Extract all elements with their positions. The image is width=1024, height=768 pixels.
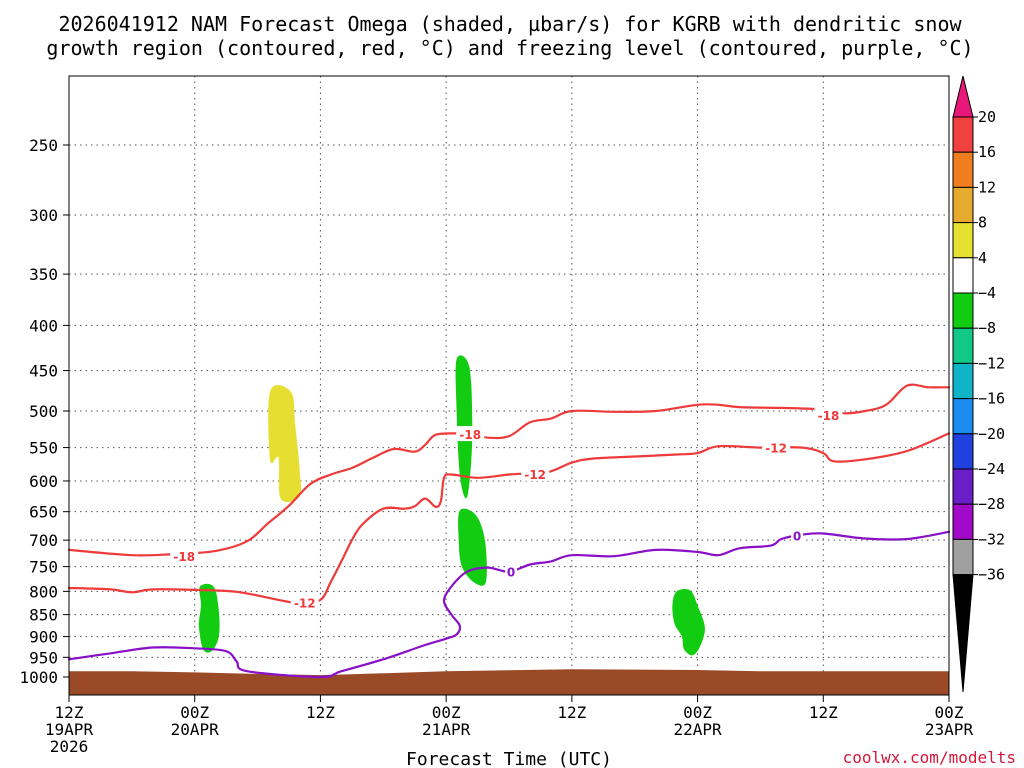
xtick-label-12-1: 20APR: [171, 720, 220, 739]
colorbar-label-10: −24: [978, 460, 1005, 478]
contour-label-1-1: -12: [524, 468, 546, 482]
xtick-label-36-1: 21APR: [422, 720, 471, 739]
omega-shaded-regions: [198, 355, 705, 656]
contour-label-bg-1-0: [290, 594, 319, 610]
ytick-label-250: 250: [29, 136, 58, 155]
ytick-label-350: 350: [29, 265, 58, 284]
colorbar-label-5: −4: [978, 284, 996, 302]
xtick-label-0-1: 19APR: [45, 720, 94, 739]
xtick-label-84-0: 00Z: [935, 703, 964, 722]
colorbar-label-13: −36: [978, 566, 1005, 584]
chart-title-line-2: growth region (contoured, red, °C) and f…: [46, 36, 973, 60]
xtick-label-12-0: 00Z: [180, 703, 209, 722]
xtick-label-72-0: 12Z: [809, 703, 838, 722]
contour-labels: -18 -18 -18 -12 -12 -12 0 0: [170, 406, 843, 611]
ytick-label-1000: 1000: [19, 668, 58, 687]
contour-label-bg-0-1: [456, 426, 485, 442]
colorbar-arrow-bottom: [952, 574, 974, 693]
colorbar: 20 16 12 8 4 −4 −8 −12 −16 −20 −24 −28 −32 −36: [952, 75, 1005, 693]
colorbar-box-3: [952, 222, 974, 259]
chart-title-line-1: 2026041912 NAM Forecast Omega (shaded, µ…: [58, 12, 962, 36]
xtick-label-0-0: 12Z: [55, 703, 84, 722]
credit-text: coolwx.com/modelts: [843, 748, 1016, 767]
ytick-label-750: 750: [29, 558, 58, 577]
colorbar-box-10: [952, 468, 974, 505]
y-axis-ticks: 250 300 350 400 450 500 550 600 650 700 750 800 850 9…: [19, 136, 69, 687]
contour-label-2-0: 0: [507, 566, 515, 580]
xtick-label-60-1: 22APR: [673, 720, 722, 739]
colorbar-box-12: [952, 538, 974, 576]
colorbar-label-4: 4: [978, 249, 987, 267]
ytick-label-850: 850: [29, 606, 58, 625]
ytick-label-550: 550: [29, 439, 58, 458]
contour-label-bg-1-2: [762, 439, 791, 455]
contour-label-0-2: -18: [818, 409, 840, 423]
ytick-label-700: 700: [29, 531, 58, 550]
xtick-label-60-0: 00Z: [683, 703, 712, 722]
contour-1: [67, 432, 951, 605]
colorbar-label-6: −8: [978, 319, 996, 337]
contour-label-bg-0-0: [170, 548, 199, 564]
omega-region-5: [672, 589, 705, 656]
colorbar-box-11: [952, 503, 974, 540]
ytick-label-950: 950: [29, 648, 58, 667]
colorbar-box-6: [952, 327, 974, 364]
contour-label-0-1: -18: [459, 428, 481, 442]
colorbar-label-0: 20: [978, 108, 996, 126]
xtick-label-0-2: 2026: [50, 737, 89, 756]
ytick-label-600: 600: [29, 472, 58, 491]
ytick-label-800: 800: [29, 582, 58, 601]
contour-label-0-0: -18: [173, 550, 195, 564]
colorbar-box-8: [952, 398, 974, 435]
colorbar-label-3: 8: [978, 214, 987, 232]
xtick-label-84-1: 23APR: [925, 720, 974, 739]
colorbar-label-7: −12: [978, 354, 1005, 372]
colorbar-box-1: [952, 151, 974, 188]
surface-terrain: [69, 669, 949, 695]
colorbar-arrow-top: [952, 75, 974, 118]
colorbar-label-12: −32: [978, 530, 1005, 548]
omega-region-2: [198, 583, 220, 653]
xtick-label-24-0: 12Z: [306, 703, 335, 722]
contour-label-bg-1-1: [521, 465, 550, 481]
contour-label-bg-2-1: [791, 527, 804, 543]
colorbar-label-1: 16: [978, 143, 996, 161]
contour-label-1-2: -12: [765, 442, 787, 456]
colorbar-label-11: −28: [978, 495, 1005, 513]
ytick-label-650: 650: [29, 503, 58, 522]
ytick-label-500: 500: [29, 402, 58, 421]
contour-label-bg-2-0: [505, 563, 518, 579]
ytick-label-300: 300: [29, 206, 58, 225]
colorbar-box-5: [952, 292, 974, 329]
grid-lines: [69, 76, 949, 695]
omega-region-1: [268, 385, 302, 503]
contour-label-2-1: 0: [793, 530, 801, 544]
colorbar-label-9: −20: [978, 425, 1005, 443]
ytick-label-900: 900: [29, 628, 58, 647]
colorbar-box-4: [952, 257, 974, 294]
ytick-label-400: 400: [29, 316, 58, 335]
ytick-label-450: 450: [29, 362, 58, 381]
colorbar-label-8: −16: [978, 390, 1005, 408]
omega-region-4: [458, 508, 487, 586]
colorbar-label-2: 12: [978, 178, 996, 196]
colorbar-box-9: [952, 433, 974, 470]
xtick-label-36-0: 00Z: [432, 703, 461, 722]
colorbar-box-2: [952, 186, 974, 224]
plot-frame: [68, 75, 950, 696]
x-axis-label: Forecast Time (UTC): [406, 749, 612, 768]
colorbar-box-7: [952, 362, 974, 400]
contour-label-bg-0-2: [814, 406, 843, 422]
contour-label-1-0: -12: [294, 597, 316, 611]
surface-fill: [69, 669, 949, 695]
xtick-label-48-0: 12Z: [557, 703, 586, 722]
contour-2: [67, 530, 951, 679]
colorbar-box-0: [952, 116, 974, 153]
